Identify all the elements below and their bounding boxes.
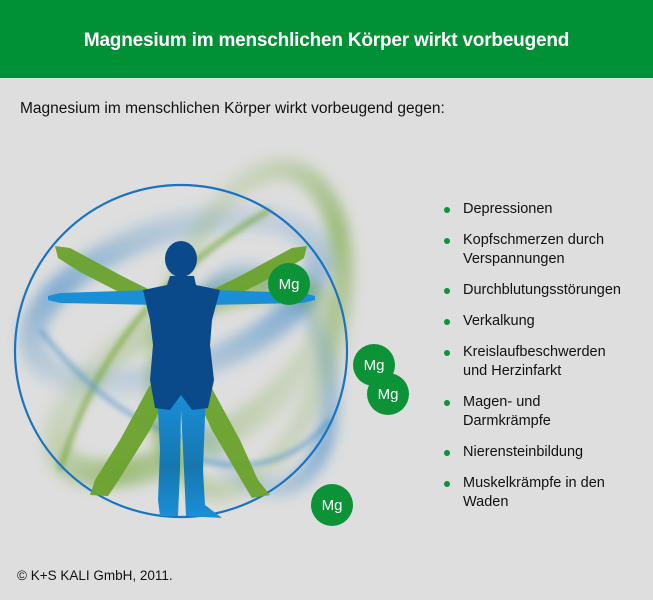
mg-badge-label: Mg: [363, 356, 385, 374]
list-item: Nierensteinbildung: [440, 443, 650, 462]
list-item: Kopfschmerzen durch Verspannungen: [440, 231, 650, 269]
prevention-list: Depressionen Kopfschmerzen durch Verspan…: [440, 200, 650, 524]
bullet-icon: [444, 238, 450, 244]
list-item: Muskelkrämpfe in den Waden: [440, 474, 650, 512]
mg-badge-label: Mg: [278, 275, 300, 293]
subtitle: Magnesium im menschlichen Körper wirkt v…: [20, 100, 445, 117]
mg-badge-label: Mg: [377, 385, 399, 403]
header-banner: Magnesium im menschlichen Körper wirkt v…: [0, 0, 653, 78]
list-item: Verkalkung: [440, 312, 650, 331]
bullet-icon: [444, 319, 450, 325]
mg-badge-label: Mg: [321, 496, 343, 514]
copyright-footer: © K+S KALI GmbH, 2011.: [17, 568, 173, 583]
bullet-icon: [444, 350, 450, 356]
list-item: Durchblutungsstörungen: [440, 281, 650, 300]
vitruvian-figure-illustration: Mg Mg Mg Mg: [0, 120, 430, 540]
list-item: Kreislaufbeschwerden und Herzinfarkt: [440, 343, 650, 381]
mg-badge-1: Mg: [268, 263, 310, 305]
list-item: Depressionen: [440, 200, 650, 219]
list-item: Magen- und Darmkrämpfe: [440, 393, 650, 431]
bullet-icon: [444, 288, 450, 294]
bullet-icon: [444, 450, 450, 456]
human-figure-icon: [13, 158, 354, 519]
page-title: Magnesium im menschlichen Körper wirkt v…: [83, 30, 570, 51]
bullet-icon: [444, 400, 450, 406]
mg-badge-4: Mg: [311, 484, 353, 526]
bullet-icon: [444, 481, 450, 487]
bullet-icon: [444, 207, 450, 213]
mg-badge-3: Mg: [367, 373, 409, 415]
